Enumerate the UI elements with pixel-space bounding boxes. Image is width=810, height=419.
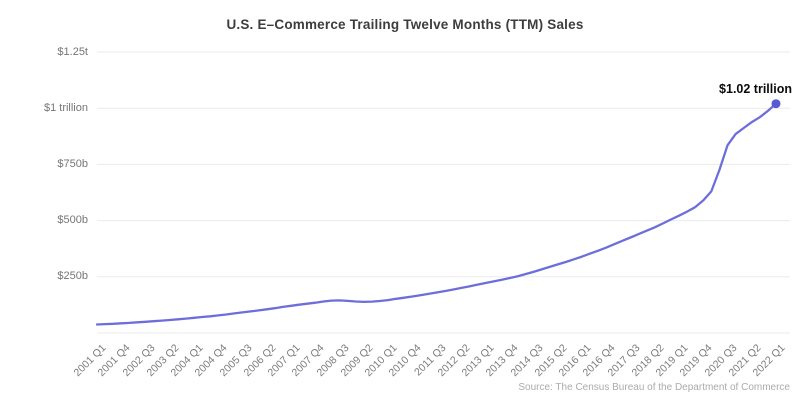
source-credit: Source: The Census Bureau of the Departm…: [518, 382, 790, 393]
endpoint-dot: [771, 99, 781, 109]
y-axis-label: $1 trillion: [43, 101, 88, 114]
y-axis-label: $1.25t: [57, 45, 88, 58]
y-axis-label: $500b: [57, 214, 88, 227]
chart-title: U.S. E–Commerce Trailing Twelve Months (…: [226, 17, 584, 32]
y-axis-label: $750b: [57, 157, 88, 170]
sales-line: [95, 102, 778, 326]
y-axis-label: $250b: [57, 270, 88, 283]
endpoint-annotation: $1.02 trillion: [719, 82, 792, 96]
